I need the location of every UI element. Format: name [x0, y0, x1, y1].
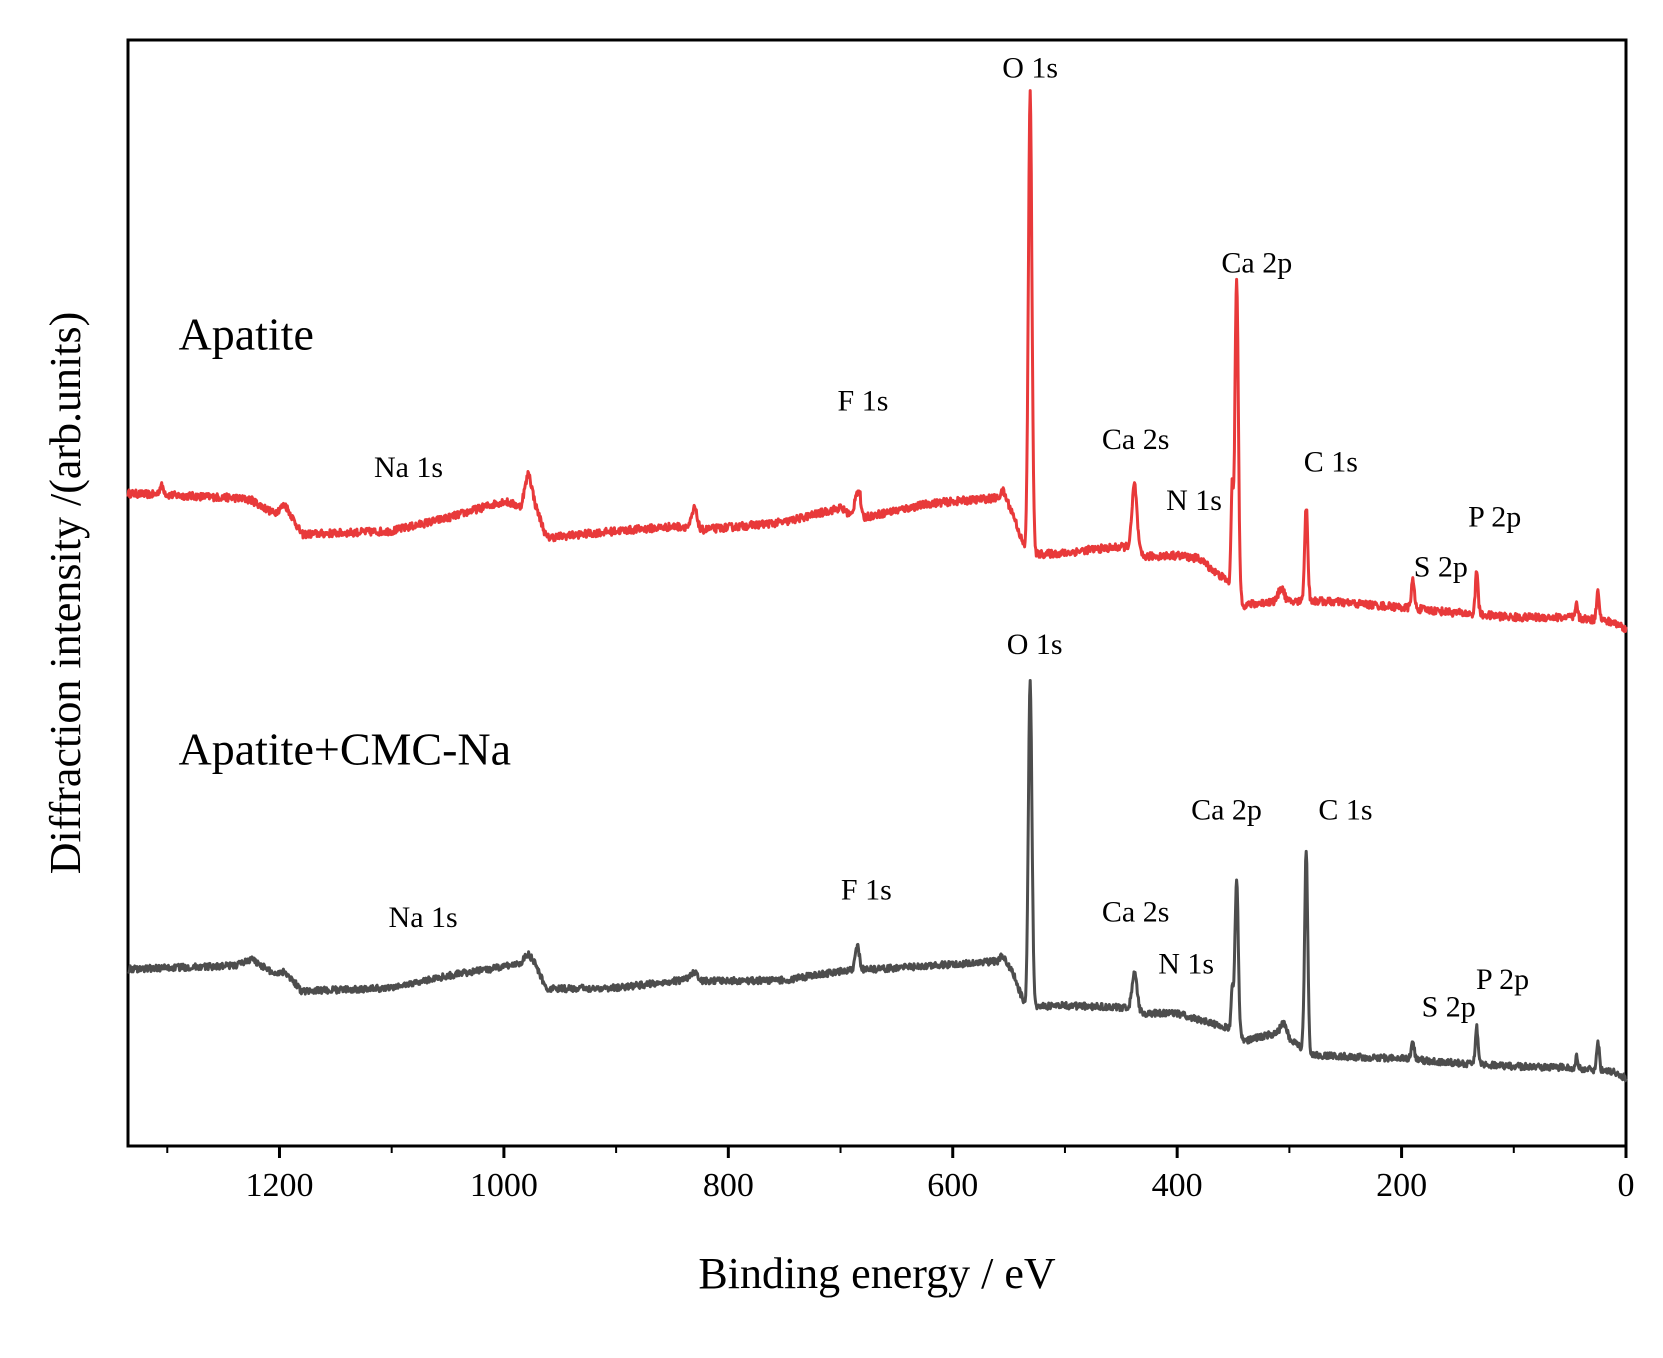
series-line-apatite [126, 89, 1628, 633]
peak-label: S 2p [1422, 991, 1476, 1024]
peak-label: F 1s [838, 385, 889, 418]
x-tick-label: 1200 [245, 1167, 313, 1204]
x-tick-label: 200 [1376, 1167, 1427, 1204]
peak-label: C 1s [1318, 794, 1372, 827]
labels-layer: Apatite O 1s Ca 2p F 1s Ca 2s C 1s N 1s Na 1s P … [178, 52, 1529, 1024]
peak-label: C 1s [1304, 445, 1358, 478]
peak-label: Ca 2p [1221, 246, 1292, 279]
x-axis-ticks: 1200 1000 800 600 400 200 0 [166, 1146, 1635, 1204]
x-tick-label: 400 [1152, 1167, 1203, 1204]
peak-label: O 1s [1007, 628, 1063, 661]
peak-label: Na 1s [389, 901, 458, 934]
peak-label: P 2p [1476, 963, 1529, 996]
y-axis-title: Diffraction intensity /(arb.units) [41, 312, 90, 875]
x-tick-label: 0 [1618, 1167, 1635, 1204]
series-line-apatite-cmc-na [127, 679, 1628, 1083]
x-tick-label: 600 [927, 1167, 978, 1204]
peak-label: Ca 2p [1191, 794, 1262, 827]
peak-label: Ca 2s [1102, 423, 1170, 456]
peak-label: N 1s [1158, 947, 1214, 980]
plot-frame [126, 38, 1628, 1148]
peak-label: O 1s [1002, 52, 1058, 85]
x-tick-label: 800 [703, 1167, 754, 1204]
peak-label: P 2p [1468, 501, 1521, 534]
x-axis-title: Binding energy / eV [698, 1249, 1055, 1298]
peak-label: S 2p [1414, 550, 1468, 583]
x-tick-label: 1000 [470, 1167, 538, 1204]
peak-label: F 1s [841, 873, 892, 906]
peak-label: Ca 2s [1102, 895, 1170, 928]
peak-label: Na 1s [374, 451, 443, 484]
series-layer [126, 89, 1628, 1083]
series-label: Apatite+CMC-Na [178, 723, 511, 774]
series-label: Apatite [178, 309, 313, 360]
peak-label: N 1s [1166, 484, 1222, 517]
